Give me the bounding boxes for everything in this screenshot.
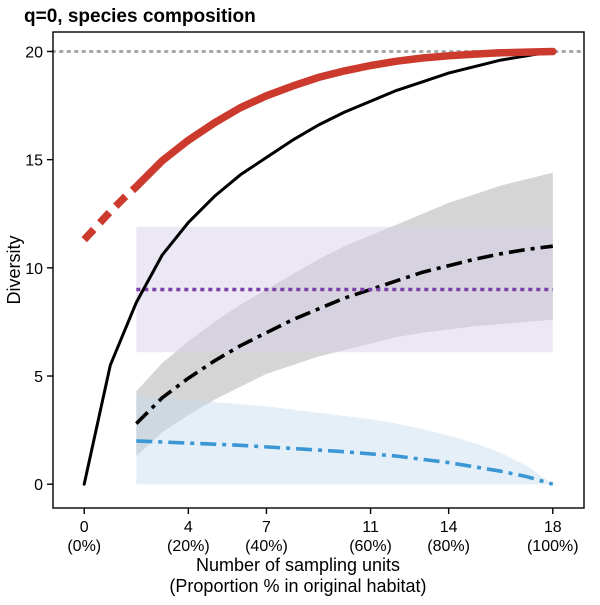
confidence-bands	[136, 172, 553, 485]
x-tick-sublabel: (60%)	[349, 538, 392, 555]
x-tick-sublabel: (0%)	[67, 538, 101, 555]
y-axis-label: Diversity	[4, 235, 24, 304]
x-tick-label: 11	[362, 519, 379, 536]
x-tick-label: 7	[262, 519, 271, 536]
y-tick-label: 10	[25, 261, 43, 278]
series-layer	[81, 47, 557, 486]
x-tick-sublabel: (80%)	[427, 538, 470, 555]
y-axis: 0 5 10 15 20	[25, 44, 53, 494]
series-line-4	[82, 50, 555, 486]
x-axis-label-line1: Number of sampling units	[196, 555, 400, 575]
plot-frame	[52, 31, 585, 509]
x-tick-label: 4	[184, 519, 193, 536]
x-tick-label: 14	[440, 519, 458, 536]
chart-title: q=0, species composition	[24, 6, 256, 27]
x-axis: 0 (0%) 4 (20%) 7 (40%) 11 (60%) 14 (80%) 18 (100%)	[67, 508, 579, 555]
x-tick-sublabel: (20%)	[167, 538, 210, 555]
series-line-3	[136, 439, 554, 486]
y-tick-label: 20	[25, 44, 43, 61]
x-tick-label: 18	[544, 519, 562, 536]
x-tick-sublabel: (40%)	[245, 538, 288, 555]
series-line-6	[132, 47, 557, 191]
series-line-5	[81, 183, 139, 243]
y-tick-label: 15	[25, 153, 43, 170]
x-tick-sublabel: (100%)	[527, 538, 579, 555]
x-tick-label: 0	[80, 519, 89, 536]
y-tick-label: 0	[34, 477, 43, 494]
y-tick-label: 5	[34, 369, 43, 386]
series-line-1	[135, 244, 554, 425]
x-axis-label-line2: (Proportion % in original habitat)	[169, 576, 426, 596]
